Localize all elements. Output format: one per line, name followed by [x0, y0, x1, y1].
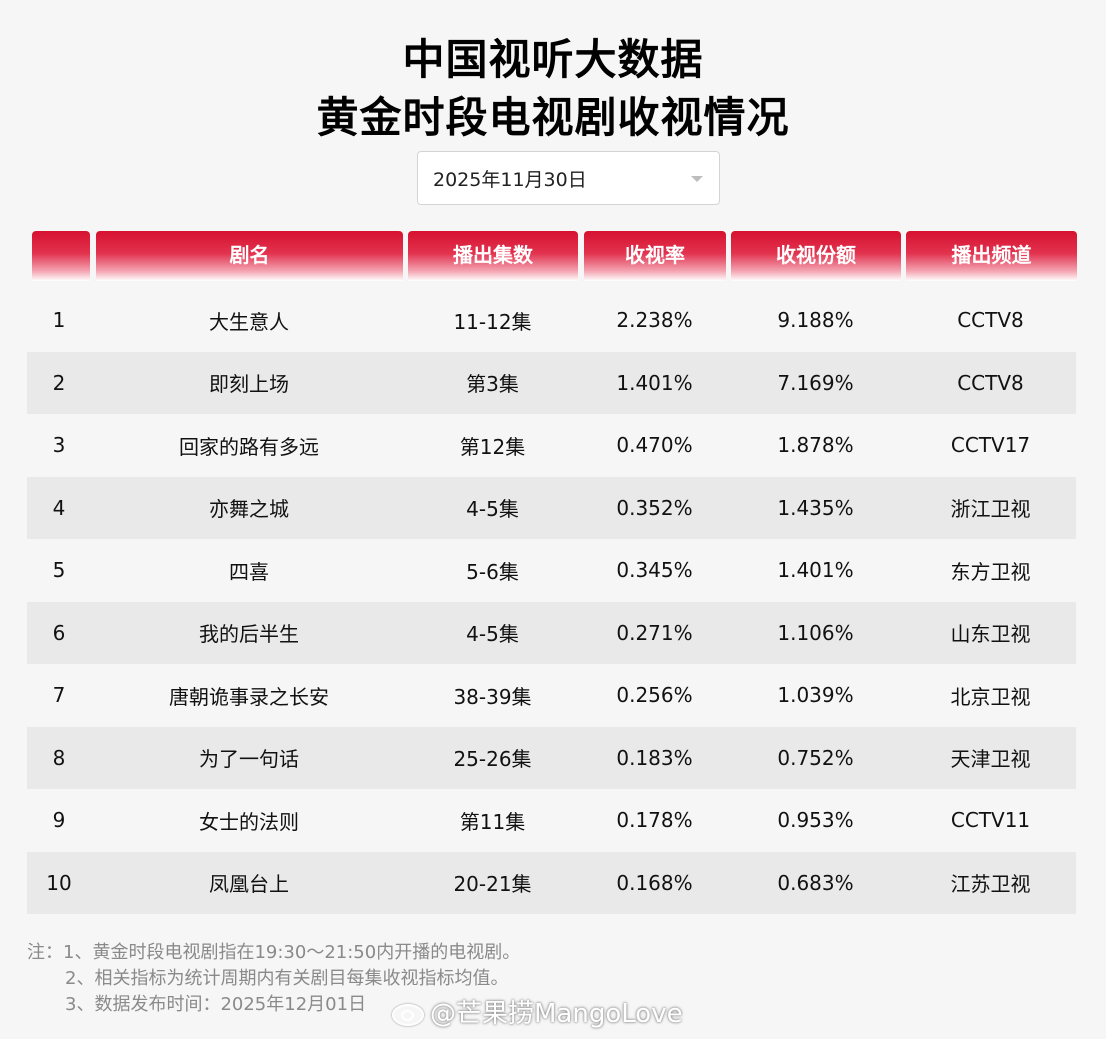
table-row: 1 大生意人 11-12集 2.238% 9.188% CCTV8 — [27, 289, 1076, 352]
cell-episodes: 11-12集 — [453, 309, 532, 334]
page-subtitle: 黄金时段电视剧收视情况 — [316, 93, 790, 142]
cell-channel: CCTV8 — [957, 308, 1024, 333]
cell-drama-name: 大生意人 — [209, 309, 289, 334]
date-select-value: 2025年11月30日 — [433, 168, 587, 191]
cell-share: 1.401% — [777, 558, 854, 583]
weibo-watermark: @芒果捞MangoLove — [390, 994, 683, 1029]
cell-share: 7.169% — [777, 370, 854, 395]
cell-channel: 山东卫视 — [950, 622, 1031, 647]
header-drama-name: 剧名 — [96, 231, 403, 281]
cell-rating: 0.345% — [616, 558, 693, 583]
cell-rank: 1 — [52, 308, 66, 333]
table-row: 2 即刻上场 第3集 1.401% 7.169% CCTV8 — [27, 351, 1076, 414]
cell-drama-name: 凤凰台上 — [209, 872, 289, 897]
table-row: 8 为了一句话 25-26集 0.183% 0.752% 天津卫视 — [27, 726, 1076, 789]
cell-drama-name: 亦舞之城 — [209, 497, 289, 522]
cell-rank: 10 — [46, 870, 72, 895]
cell-drama-name: 四喜 — [229, 559, 269, 584]
table-row: 5 四喜 5-6集 0.345% 1.401% 东方卫视 — [27, 539, 1076, 602]
cell-rank: 3 — [52, 433, 66, 458]
page-title: 中国视听大数据 — [402, 35, 704, 84]
cell-rating: 0.168% — [616, 870, 693, 895]
cell-share: 1.878% — [777, 433, 854, 458]
header-episodes: 播出集数 — [408, 231, 578, 281]
date-select[interactable]: 2025年11月30日 — [417, 151, 720, 205]
cell-rank: 5 — [52, 558, 66, 583]
header-channel: 播出频道 — [906, 231, 1077, 281]
footnote-3: 3、数据发布时间：2025年12月01日 — [65, 994, 367, 1015]
cell-channel: CCTV11 — [950, 808, 1031, 833]
chevron-down-icon — [691, 176, 703, 182]
cell-channel: CCTV17 — [950, 433, 1031, 458]
header-share: 收视份额 — [731, 231, 901, 281]
footnotes: 注：1、黄金时段电视剧指在19:30～21:50内开播的电视剧。 2、相关指标为… — [27, 940, 520, 1018]
cell-episodes: 4-5集 — [466, 622, 519, 647]
cell-drama-name: 回家的路有多远 — [179, 434, 319, 459]
table-row: 6 我的后半生 4-5集 0.271% 1.106% 山东卫视 — [27, 601, 1076, 664]
cell-share: 0.683% — [777, 870, 854, 895]
table-row: 3 回家的路有多远 第12集 0.470% 1.878% CCTV17 — [27, 414, 1076, 477]
cell-rank: 7 — [52, 683, 66, 708]
header-rating: 收视率 — [584, 231, 726, 281]
cell-channel: CCTV8 — [957, 370, 1024, 395]
cell-rating: 2.238% — [616, 308, 693, 333]
watermark-text: @芒果捞MangoLove — [430, 998, 683, 1029]
cell-rank: 9 — [52, 808, 66, 833]
cell-rating: 0.271% — [616, 620, 693, 645]
cell-drama-name: 女士的法则 — [199, 809, 299, 834]
cell-episodes: 4-5集 — [466, 497, 519, 522]
cell-share: 0.752% — [777, 745, 854, 770]
cell-drama-name: 即刻上场 — [209, 372, 289, 397]
cell-episodes: 5-6集 — [466, 559, 519, 584]
cell-rank: 4 — [52, 495, 66, 520]
cell-channel: 东方卫视 — [950, 559, 1031, 584]
cell-drama-name: 唐朝诡事录之长安 — [169, 684, 329, 709]
cell-rank: 8 — [52, 745, 66, 770]
table-row: 9 女士的法则 第11集 0.178% 0.953% CCTV11 — [27, 789, 1076, 852]
cell-share: 0.953% — [777, 808, 854, 833]
cell-share: 1.106% — [777, 620, 854, 645]
cell-rating: 0.178% — [616, 808, 693, 833]
cell-rating: 0.183% — [616, 745, 693, 770]
cell-episodes: 第3集 — [466, 372, 519, 397]
cell-rating: 0.352% — [616, 495, 693, 520]
cell-channel: 天津卫视 — [950, 747, 1031, 772]
footnote-1: 注：1、黄金时段电视剧指在19:30～21:50内开播的电视剧。 — [27, 942, 521, 963]
cell-rating: 0.256% — [616, 683, 693, 708]
cell-channel: 北京卫视 — [950, 684, 1031, 709]
cell-share: 1.039% — [777, 683, 854, 708]
cell-episodes: 20-21集 — [453, 872, 532, 897]
cell-channel: 浙江卫视 — [950, 497, 1031, 522]
cell-channel: 江苏卫视 — [950, 872, 1031, 897]
cell-episodes: 38-39集 — [453, 684, 532, 709]
cell-share: 9.188% — [777, 308, 854, 333]
table-row: 4 亦舞之城 4-5集 0.352% 1.435% 浙江卫视 — [27, 476, 1076, 539]
weibo-icon — [390, 998, 424, 1026]
cell-episodes: 第12集 — [459, 434, 526, 459]
cell-rating: 0.470% — [616, 433, 693, 458]
cell-rating: 1.401% — [616, 370, 693, 395]
cell-episodes: 第11集 — [459, 809, 526, 834]
cell-share: 1.435% — [777, 495, 854, 520]
cell-episodes: 25-26集 — [453, 747, 532, 772]
header-rank — [32, 231, 90, 281]
cell-rank: 6 — [52, 620, 66, 645]
cell-drama-name: 我的后半生 — [199, 622, 299, 647]
cell-rank: 2 — [52, 370, 66, 395]
ratings-table-body: 1 大生意人 11-12集 2.238% 9.188% CCTV8 2 即刻上场… — [27, 289, 1076, 914]
footnote-2: 2、相关指标为统计周期内有关剧目每集收视指标均值。 — [65, 968, 509, 989]
table-row: 7 唐朝诡事录之长安 38-39集 0.256% 1.039% 北京卫视 — [27, 664, 1076, 727]
table-row: 10 凤凰台上 20-21集 0.168% 0.683% 江苏卫视 — [27, 851, 1076, 914]
cell-drama-name: 为了一句话 — [199, 747, 299, 772]
